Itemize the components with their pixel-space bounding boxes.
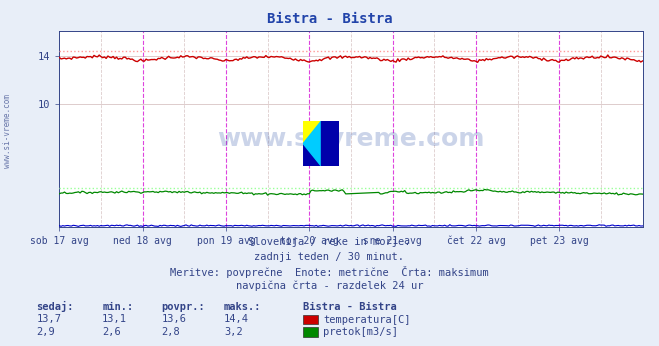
- Text: min.:: min.:: [102, 302, 133, 312]
- Text: Meritve: povprečne  Enote: metrične  Črta: maksimum: Meritve: povprečne Enote: metrične Črta:…: [170, 266, 489, 278]
- Polygon shape: [303, 121, 322, 144]
- Text: maks.:: maks.:: [224, 302, 262, 312]
- Text: sedaj:: sedaj:: [36, 301, 74, 312]
- Text: 14,4: 14,4: [224, 315, 249, 325]
- Text: Slovenija / reke in morje.: Slovenija / reke in morje.: [248, 237, 411, 247]
- Text: zadnji teden / 30 minut.: zadnji teden / 30 minut.: [254, 252, 405, 262]
- Polygon shape: [322, 121, 339, 166]
- Text: navpična črta - razdelek 24 ur: navpična črta - razdelek 24 ur: [236, 281, 423, 291]
- Text: 2,6: 2,6: [102, 327, 121, 337]
- Text: 13,6: 13,6: [161, 315, 186, 325]
- Text: 13,1: 13,1: [102, 315, 127, 325]
- Text: 3,2: 3,2: [224, 327, 243, 337]
- Text: 2,9: 2,9: [36, 327, 55, 337]
- Text: povpr.:: povpr.:: [161, 302, 205, 312]
- Polygon shape: [303, 121, 322, 166]
- Text: 2,8: 2,8: [161, 327, 180, 337]
- Polygon shape: [303, 144, 322, 166]
- Text: www.si-vreme.com: www.si-vreme.com: [217, 127, 484, 151]
- Text: www.si-vreme.com: www.si-vreme.com: [3, 94, 13, 169]
- Text: Bistra - Bistra: Bistra - Bistra: [303, 302, 397, 312]
- Text: Bistra - Bistra: Bistra - Bistra: [267, 12, 392, 26]
- Text: pretok[m3/s]: pretok[m3/s]: [323, 327, 398, 337]
- Text: 13,7: 13,7: [36, 315, 61, 325]
- Text: temperatura[C]: temperatura[C]: [323, 315, 411, 325]
